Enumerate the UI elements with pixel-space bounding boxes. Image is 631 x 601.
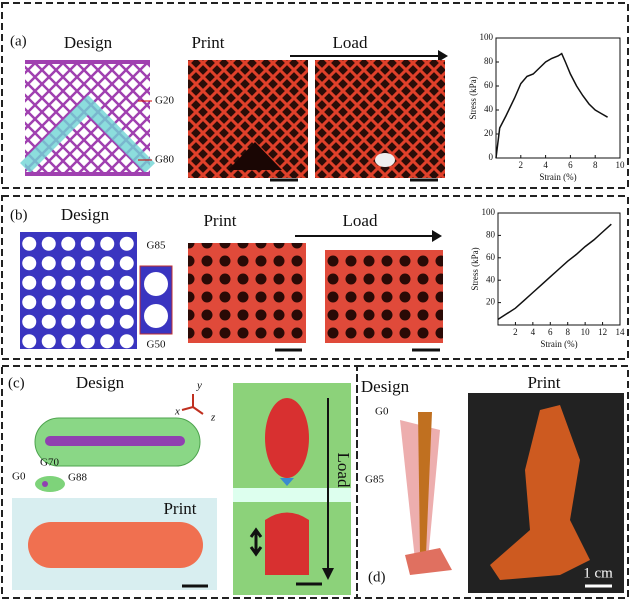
annotation: G85 <box>147 240 166 252</box>
y-tick-label: 40 <box>484 104 494 114</box>
y-axis-label: Stress (kPa) <box>468 76 478 119</box>
void <box>228 142 282 170</box>
arrow-head <box>280 478 294 486</box>
x-tick-label: 2 <box>513 327 518 337</box>
heading: Load <box>333 33 368 52</box>
arrow-head <box>432 230 442 242</box>
y-axis-label: Stress (kPa) <box>470 247 480 290</box>
axis-letter: y <box>196 380 202 392</box>
panel-label: (a) <box>10 33 27 49</box>
sample <box>265 512 309 575</box>
heading: Design <box>61 205 110 224</box>
heading: Design <box>361 377 410 396</box>
sample <box>265 398 309 478</box>
hole <box>144 304 168 328</box>
x-tick-label: 8 <box>565 327 570 337</box>
annotation: G0 <box>12 471 26 483</box>
annotation: G20 <box>155 95 174 107</box>
panel-box <box>1 365 358 599</box>
heading: Design <box>76 373 125 392</box>
heading: Print <box>203 211 236 230</box>
annotation: G70 <box>40 457 59 469</box>
panel-label: (b) <box>10 207 28 223</box>
axis-letter: x <box>174 406 180 418</box>
panel-box <box>1 2 629 189</box>
scale-label: 1 cm <box>583 565 613 581</box>
annotation: G0 <box>375 406 389 418</box>
load-photo <box>325 250 443 343</box>
annotation: G50 <box>147 339 166 351</box>
data-line <box>497 223 612 321</box>
annotation: G85 <box>365 474 384 486</box>
x-tick-label: 8 <box>593 160 598 170</box>
x-tick-label: 4 <box>543 160 548 170</box>
x-tick-label: 10 <box>616 160 626 170</box>
x-axis-label: Strain (%) <box>539 172 576 182</box>
circle-design <box>20 232 137 349</box>
arrow-head <box>322 568 334 580</box>
annotation: G80 <box>155 154 174 166</box>
core-section <box>42 481 48 487</box>
axes-icon <box>181 394 204 415</box>
heading: Print <box>163 499 196 518</box>
y-tick-label: 80 <box>486 229 496 239</box>
y-tick-label: 0 <box>489 152 494 162</box>
panel-box <box>356 365 629 599</box>
heading: Print <box>191 33 224 52</box>
y-tick-label: 80 <box>484 56 494 66</box>
y-tick-label: 20 <box>486 297 496 307</box>
annotation: G88 <box>68 472 87 484</box>
printed-leg <box>490 405 590 580</box>
y-tick-label: 40 <box>486 274 496 284</box>
y-tick-label: 20 <box>484 128 494 138</box>
x-tick-label: 6 <box>568 160 573 170</box>
x-tick-label: 2 <box>519 160 524 170</box>
plot-frame <box>497 212 621 326</box>
heading: Design <box>64 33 113 52</box>
band <box>233 488 351 502</box>
panel-box <box>1 195 629 360</box>
x-axis-label: Strain (%) <box>540 339 577 349</box>
panel-label: (d) <box>368 569 386 585</box>
soft-region <box>20 95 155 173</box>
axis-letter: z <box>210 412 216 424</box>
x-tick-label: 4 <box>531 327 536 337</box>
x-tick-label: 14 <box>616 327 626 337</box>
arrow <box>249 527 263 557</box>
heading: Print <box>527 373 560 392</box>
hole <box>144 272 168 296</box>
x-tick-label: 10 <box>581 327 591 337</box>
heading: Load <box>334 453 353 488</box>
y-tick-label: 100 <box>482 207 496 217</box>
y-tick-label: 60 <box>484 80 494 90</box>
print-photo <box>188 243 306 343</box>
bone <box>418 412 432 555</box>
y-tick-label: 100 <box>480 32 494 42</box>
data-line <box>495 52 608 159</box>
cross-section <box>35 476 65 492</box>
x-tick-label: 12 <box>598 327 607 337</box>
printed-tube <box>28 522 203 568</box>
weight <box>375 153 395 167</box>
heading: Load <box>343 211 378 230</box>
core <box>45 436 185 446</box>
plot-frame <box>495 37 621 159</box>
foot <box>405 548 452 575</box>
y-tick-label: 60 <box>486 252 496 262</box>
arrow-head <box>438 50 448 62</box>
x-tick-label: 6 <box>548 327 553 337</box>
panel-label: (c) <box>8 375 25 391</box>
